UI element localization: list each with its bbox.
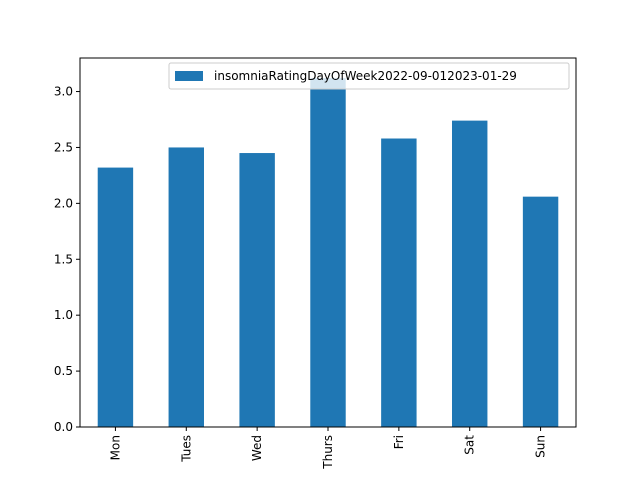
y-tick-label: 1.5 <box>54 252 73 266</box>
legend-swatch <box>175 71 203 81</box>
x-tick-label-wed: Wed <box>250 435 264 461</box>
y-tick-label: 0.0 <box>54 420 73 434</box>
y-tick-label: 2.5 <box>54 140 73 154</box>
x-tick-label-sat: Sat <box>463 435 477 455</box>
y-axis-ticks: 0.0 0.5 1.0 1.5 2.0 2.5 3.0 <box>54 85 80 434</box>
bar-sat <box>452 120 488 428</box>
x-tick-label-sun: Sun <box>534 435 548 458</box>
bar-thurs <box>310 78 346 428</box>
legend-box <box>168 62 570 90</box>
bar-fri <box>381 138 417 427</box>
x-axis-ticks: Mon Tues Wed Thurs Fri Sat Sun <box>108 427 548 470</box>
bar-mon <box>97 167 134 427</box>
y-tick-label: 3.0 <box>54 85 73 99</box>
x-tick-label-mon: Mon <box>108 435 122 460</box>
bar-wed <box>239 153 275 427</box>
y-tick-label: 0.5 <box>54 364 73 378</box>
x-tick-label-thurs: Thurs <box>321 435 335 470</box>
legend: insomniaRatingDayOfWeek2022-09-012023-01… <box>168 62 570 90</box>
bar-tues <box>168 147 204 428</box>
x-tick-label-tues: Tues <box>179 435 193 463</box>
x-tick-label-fri: Fri <box>392 435 406 449</box>
legend-label: insomniaRatingDayOfWeek2022-09-012023-01… <box>214 69 517 83</box>
y-tick-label: 1.0 <box>54 308 73 322</box>
y-tick-label: 2.0 <box>54 196 73 210</box>
bar-sun <box>522 196 559 427</box>
bars-group <box>97 78 559 428</box>
plot-area-frame <box>79 57 577 428</box>
